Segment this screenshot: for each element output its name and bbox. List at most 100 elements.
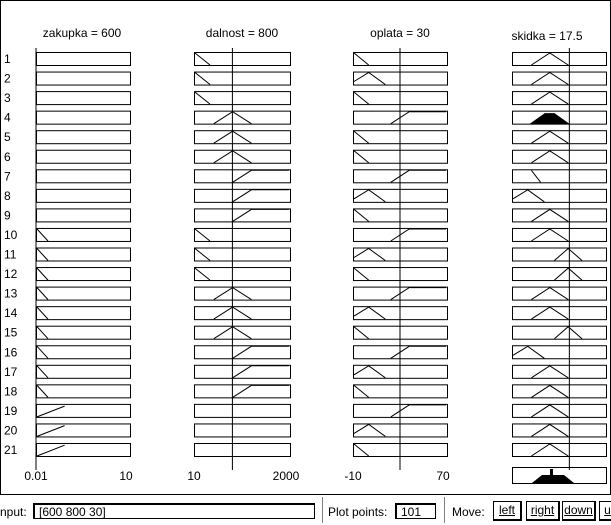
mf-shape [232, 208, 289, 222]
mf-box [36, 345, 131, 360]
mf-shape [531, 208, 569, 222]
rule-number-19: 19 [4, 404, 18, 418]
mf-box [36, 130, 131, 145]
axis-max-label-1: 10 [119, 469, 133, 483]
mf-box [194, 208, 291, 223]
mf-box [512, 247, 607, 262]
mf-shape [353, 209, 370, 222]
mf-shape [531, 228, 569, 242]
rule-number-20: 20 [4, 423, 18, 437]
mf-shape [390, 169, 446, 183]
move-down-button[interactable]: down [562, 501, 596, 521]
mf-shape [232, 384, 289, 398]
mf-box [194, 384, 291, 399]
rule-number-4: 4 [4, 111, 11, 125]
plot-points-field[interactable]: 101 [395, 503, 436, 519]
move-right-button[interactable]: right [526, 501, 560, 521]
mf-box [194, 325, 291, 340]
mf-box [36, 306, 131, 321]
mf-shape [531, 404, 569, 418]
rule-number-3: 3 [4, 91, 11, 105]
axis-min-label-1: 0.01 [24, 469, 48, 483]
mf-shape [36, 306, 49, 320]
mf-box [194, 247, 291, 262]
mf-shape [554, 267, 583, 281]
mf-shape-filled [529, 113, 570, 125]
mf-shape [390, 345, 446, 359]
aggregate-output-box [512, 467, 607, 484]
rule-number-14: 14 [4, 306, 18, 320]
mf-box [194, 423, 291, 438]
move-left-button[interactable]: left [493, 501, 522, 521]
separator-2 [444, 497, 445, 523]
mf-box [36, 384, 131, 399]
mf-box [512, 149, 607, 164]
mf-shape [194, 91, 211, 105]
move-up-button[interactable]: u [599, 501, 611, 521]
axis-max-label-2: 2000 [273, 469, 300, 483]
mf-box [512, 384, 607, 399]
mf-shape [531, 91, 569, 105]
rule-number-17: 17 [4, 365, 18, 379]
mf-box [194, 91, 291, 106]
mf-shape [232, 169, 289, 183]
mf-shape [390, 287, 446, 301]
mf-box [194, 149, 291, 164]
mf-box [512, 423, 607, 438]
rule-number-13: 13 [4, 287, 18, 301]
axis-max-label-3: 70 [436, 469, 450, 483]
aggregate-output-shape [532, 475, 574, 483]
mf-box [194, 188, 291, 203]
mf-shape [36, 326, 49, 340]
mf-box [36, 71, 131, 86]
mf-shape [36, 405, 65, 418]
mf-box [512, 267, 607, 282]
mf-box [36, 188, 131, 203]
mf-shape [194, 267, 211, 281]
mf-shape [194, 52, 211, 66]
mf-box [194, 286, 291, 301]
mf-box [36, 227, 131, 242]
mf-shape [36, 287, 49, 300]
rule-number-5: 5 [4, 130, 11, 144]
move-label: Move: [452, 505, 485, 519]
mf-shape [36, 425, 65, 437]
mf-shape [353, 365, 386, 379]
mf-box [512, 403, 607, 418]
input-field[interactable]: [600 800 30] [33, 503, 315, 519]
mf-shape [36, 444, 65, 457]
mf-box [512, 130, 607, 145]
mf-shape [531, 287, 569, 301]
mf-shape [390, 228, 446, 242]
mf-box [512, 345, 607, 360]
mf-box [194, 110, 291, 125]
rule-number-7: 7 [4, 169, 11, 183]
rule-number-11: 11 [4, 248, 17, 262]
mf-box [194, 71, 291, 86]
rule-number-15: 15 [4, 326, 18, 340]
mf-shape [194, 228, 211, 242]
mf-shape [353, 423, 386, 437]
mf-shape [531, 169, 541, 183]
mf-box [512, 364, 607, 379]
rule-number-21: 21 [4, 443, 18, 457]
mf-box [194, 227, 291, 242]
mf-shape [36, 365, 49, 379]
rule-number-18: 18 [4, 384, 18, 398]
rule-number-8: 8 [4, 189, 11, 203]
mf-box [36, 403, 131, 418]
mf-box [36, 110, 131, 125]
mf-shape [353, 189, 386, 203]
column-title-3: oplata = 30 [370, 26, 430, 40]
mf-shape [36, 267, 49, 281]
rule-number-1: 1 [4, 52, 11, 66]
control-bar: nput: [600 800 30] Plot points: 101 Move… [0, 495, 611, 525]
mf-box [36, 149, 131, 164]
mf-shape [512, 345, 545, 359]
mf-shape [353, 443, 370, 457]
mf-shape [353, 91, 370, 105]
mf-shape [36, 228, 49, 242]
mf-box [36, 325, 131, 340]
mf-box [36, 91, 131, 106]
column-title-4: skidka = 17.5 [511, 29, 582, 43]
